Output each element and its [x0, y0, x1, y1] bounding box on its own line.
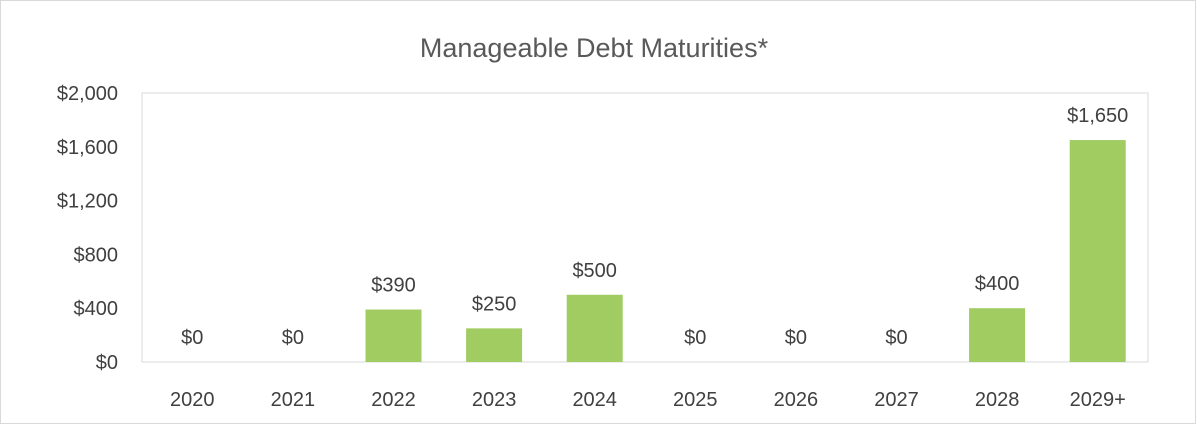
- data-label: $1,650: [1067, 105, 1128, 127]
- x-tick-label: 2027: [874, 389, 919, 411]
- x-tick-label: 2025: [673, 389, 718, 411]
- plot-area: $0 $400 $800 $1,200 $1,600 $2,000 $0 2020 $0 2021…: [57, 83, 1149, 411]
- y-tick-label: $2,000: [57, 83, 118, 105]
- bar: [969, 308, 1026, 362]
- x-tick-label: 2022: [371, 389, 416, 411]
- data-label: $0: [181, 327, 203, 349]
- data-label: $0: [282, 327, 304, 349]
- data-label: $0: [885, 327, 907, 349]
- data-label: $400: [975, 273, 1020, 295]
- y-tick-label: $1,600: [57, 137, 118, 159]
- y-tick-label: $400: [74, 298, 119, 320]
- data-label: $500: [572, 260, 617, 282]
- x-tick-label: 2026: [774, 389, 819, 411]
- chart-title: Manageable Debt Maturities*: [420, 33, 769, 63]
- x-tick-label: 2028: [975, 389, 1020, 411]
- data-label: $0: [684, 327, 706, 349]
- y-tick-label: $1,200: [57, 191, 118, 213]
- y-tick-label: $0: [96, 352, 118, 374]
- x-tick-label: 2021: [271, 389, 316, 411]
- x-tick-label: 2029+: [1070, 389, 1126, 411]
- x-tick-label: 2024: [572, 389, 617, 411]
- data-label: $0: [785, 327, 807, 349]
- bar: [466, 328, 523, 362]
- y-tick-label: $800: [74, 244, 119, 266]
- x-tick-label: 2020: [170, 389, 215, 411]
- data-label: $390: [371, 275, 416, 297]
- bar: [566, 294, 623, 362]
- bar: [1069, 140, 1126, 362]
- x-tick-label: 2023: [472, 389, 517, 411]
- data-label: $250: [472, 293, 517, 315]
- plot-border: [141, 92, 1149, 363]
- bar: [365, 309, 422, 362]
